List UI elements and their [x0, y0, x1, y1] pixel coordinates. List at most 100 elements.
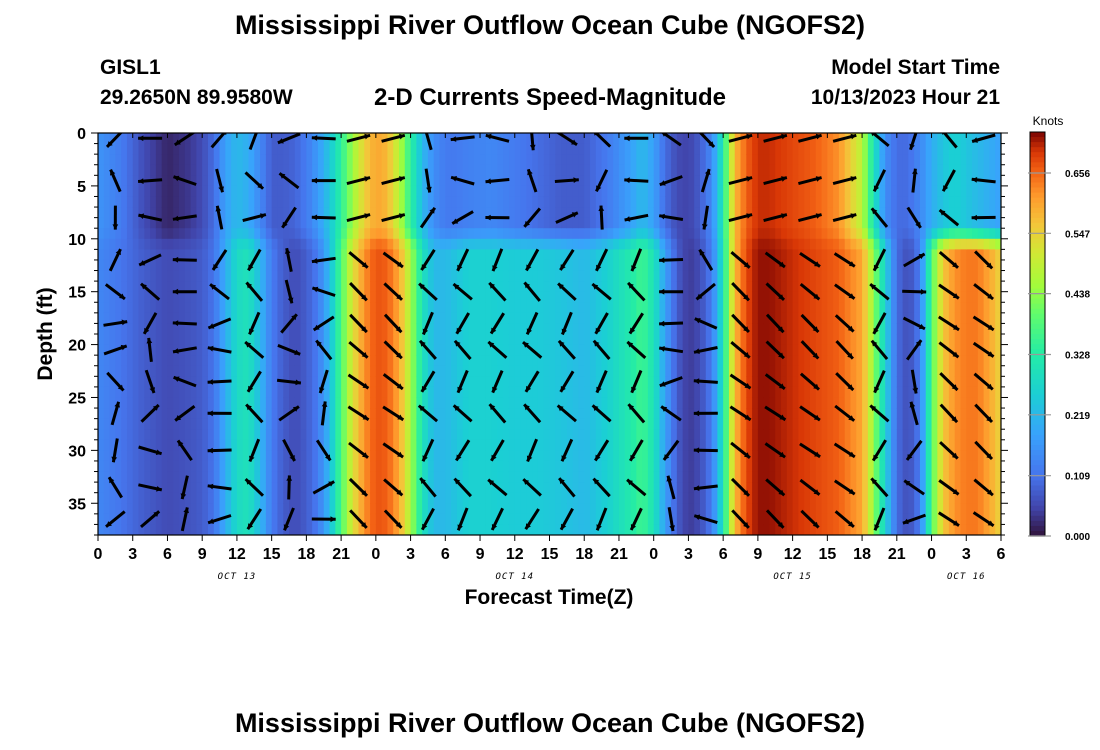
- heatmap-cell: [763, 408, 771, 420]
- heatmap-cell: [346, 312, 354, 325]
- heatmap-cell: [300, 217, 307, 229]
- heatmap-cell: [642, 418, 649, 430]
- heatmap-cell: [358, 429, 365, 441]
- heatmap-cell: [636, 217, 643, 229]
- heatmap-cell: [451, 154, 458, 166]
- heatmap-cell: [358, 249, 365, 261]
- heatmap-cell: [572, 238, 580, 250]
- heatmap-cell: [514, 450, 522, 462]
- heatmap-cell: [312, 270, 319, 282]
- heatmap-cell: [792, 217, 800, 229]
- heatmap-cell: [682, 513, 690, 526]
- heatmap-cell: [775, 259, 782, 272]
- heatmap-cell: [451, 408, 458, 420]
- heatmap-cell: [98, 270, 105, 282]
- heatmap-cell: [757, 376, 765, 388]
- heatmap-cell: [769, 270, 776, 282]
- heatmap-cell: [647, 249, 655, 261]
- heatmap-cell: [671, 323, 678, 335]
- heatmap-cell: [757, 154, 765, 166]
- heatmap-cell: [821, 164, 828, 176]
- heatmap-cell: [781, 228, 788, 240]
- heatmap-cell: [665, 334, 672, 346]
- heatmap-cell: [833, 355, 840, 367]
- heatmap-cell: [451, 323, 458, 335]
- heatmap-cell: [462, 207, 470, 219]
- heatmap-cell: [537, 312, 545, 325]
- heatmap-cell: [578, 302, 585, 314]
- heatmap-cell: [265, 439, 273, 451]
- heatmap-cell: [445, 376, 452, 388]
- heatmap-cell: [445, 439, 452, 451]
- heatmap-cell: [537, 492, 545, 504]
- heatmap-cell: [485, 312, 493, 325]
- heatmap-cell: [549, 503, 556, 515]
- heatmap-cell: [167, 281, 174, 293]
- heatmap-cell: [115, 503, 122, 515]
- heatmap-cell: [809, 418, 817, 430]
- heatmap-cell: [688, 482, 695, 494]
- heatmap-cell: [514, 302, 522, 314]
- heatmap-cell: [723, 259, 730, 272]
- heatmap-cell: [647, 344, 655, 356]
- heatmap-cell: [190, 196, 198, 208]
- heatmap-cell: [300, 281, 307, 293]
- heatmap-cell: [555, 270, 562, 282]
- heatmap-cell: [236, 482, 244, 494]
- heatmap-cell: [537, 154, 545, 166]
- heatmap-cell: [294, 513, 302, 526]
- heatmap-cell: [346, 492, 354, 504]
- heatmap-cell: [265, 482, 273, 494]
- heatmap-cell: [202, 281, 209, 293]
- heatmap-cell: [543, 143, 551, 155]
- heatmap-cell: [659, 312, 666, 325]
- heatmap-cell: [213, 312, 221, 325]
- heatmap-cell: [196, 429, 203, 441]
- heatmap-cell: [346, 355, 354, 367]
- heatmap-cell: [150, 344, 157, 356]
- heatmap-cell: [289, 143, 296, 155]
- heatmap-cell: [763, 238, 771, 250]
- heatmap-cell: [155, 492, 163, 504]
- heatmap-cell: [312, 439, 319, 451]
- heatmap-cell: [456, 513, 464, 526]
- heatmap-cell: [584, 133, 591, 145]
- heatmap-cell: [700, 143, 707, 155]
- heatmap-cell: [387, 281, 394, 293]
- heatmap-cell: [613, 429, 620, 441]
- heatmap-cell: [792, 238, 800, 250]
- heatmap-cell: [642, 503, 649, 515]
- heatmap-cell: [618, 185, 626, 198]
- heatmap-cell: [607, 408, 614, 420]
- heatmap-cell: [317, 492, 325, 504]
- heatmap-cell: [283, 524, 290, 535]
- heatmap-cell: [844, 323, 852, 335]
- heatmap-cell: [809, 228, 817, 240]
- heatmap-cell: [717, 503, 724, 515]
- heatmap-cell: [746, 471, 753, 483]
- heatmap-cell: [775, 207, 782, 219]
- heatmap-cell: [399, 291, 406, 303]
- heatmap-cell: [126, 164, 134, 176]
- heatmap-cell: [289, 259, 296, 272]
- heatmap-cell: [242, 344, 250, 356]
- heatmap-cell: [404, 355, 412, 367]
- heatmap-cell: [520, 408, 527, 420]
- heatmap-cell: [352, 418, 360, 430]
- heatmap-cell: [294, 365, 302, 377]
- heatmap-cell: [283, 291, 290, 303]
- heatmap-cell: [370, 217, 377, 229]
- heatmap-cell: [329, 154, 336, 166]
- heatmap-cell: [792, 143, 800, 155]
- heatmap-cell: [167, 418, 174, 430]
- heatmap-cell: [260, 471, 267, 483]
- heatmap-cell: [821, 196, 828, 208]
- heatmap-cell: [427, 270, 435, 282]
- heatmap-cell: [508, 323, 516, 335]
- heatmap-cell: [514, 386, 522, 399]
- heatmap-cell: [393, 513, 400, 526]
- heatmap-cell: [393, 302, 400, 314]
- heatmap-cell: [532, 503, 539, 515]
- heatmap-cell: [833, 259, 840, 272]
- heatmap-cell: [503, 376, 510, 388]
